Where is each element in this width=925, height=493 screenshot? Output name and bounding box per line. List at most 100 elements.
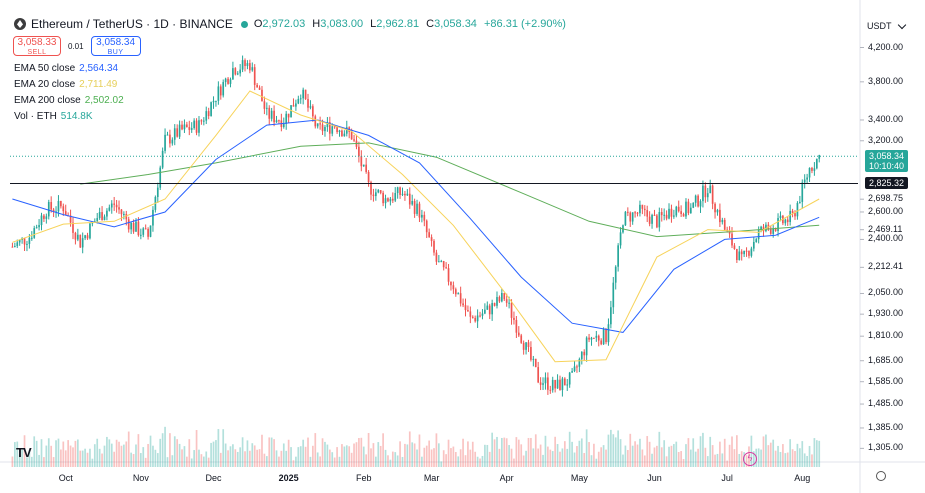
candle (675, 206, 678, 216)
volume-bar (382, 433, 384, 467)
candle (648, 216, 651, 224)
volume-bar (646, 436, 649, 467)
candle (561, 378, 564, 391)
candle (38, 225, 40, 228)
volume-bar (113, 451, 116, 467)
tradingview-logo-icon[interactable]: TV (16, 445, 32, 460)
volume-bar (96, 438, 99, 467)
candle (605, 329, 607, 343)
legend-ema200[interactable]: EMA 200 close 2,502.02 (14, 95, 124, 106)
candle (217, 86, 220, 101)
candle (115, 204, 118, 208)
volume-bar (365, 454, 368, 467)
volume-bar (757, 448, 760, 467)
candle (459, 293, 462, 304)
volume-bar (517, 439, 520, 467)
candle (404, 193, 406, 196)
y-tick-label: 2,050.00 (868, 287, 904, 298)
volume-bar (440, 461, 443, 467)
x-tick-label: May (570, 473, 588, 483)
volume-bar (765, 434, 767, 467)
volume-bar (166, 457, 169, 467)
candle (125, 213, 128, 220)
volume-bar (183, 446, 186, 467)
candle (236, 73, 239, 75)
candle (437, 261, 440, 263)
volume-bar (324, 441, 326, 467)
candle (387, 198, 389, 202)
candle (719, 209, 721, 223)
volume-bar (610, 429, 612, 467)
candle (212, 100, 215, 103)
volume-bar (643, 455, 646, 467)
volume-bar (52, 457, 55, 467)
flash-icon[interactable]: ϟ (743, 452, 757, 466)
x-tick-label: Mar (423, 473, 440, 483)
candle (309, 106, 312, 108)
volume-bar (62, 441, 65, 467)
candle (818, 155, 821, 159)
volume-bar (450, 448, 452, 467)
legend-volume[interactable]: Vol · ETH 514.8K (14, 111, 93, 122)
x-tick-label: Nov (132, 473, 149, 483)
volume-bar (738, 453, 741, 467)
volume-bar (801, 441, 804, 467)
candle (493, 303, 496, 306)
candle (229, 79, 232, 84)
candle (435, 252, 438, 262)
volume-bar (190, 458, 193, 467)
volume-bar (486, 444, 489, 467)
legend-ema20[interactable]: EMA 20 close 2,711.49 (14, 79, 118, 90)
volume-bar (391, 451, 394, 467)
chevron-down-icon (897, 20, 907, 29)
candle (447, 268, 450, 282)
candle (244, 60, 246, 67)
candle (84, 235, 86, 239)
candle (673, 215, 675, 217)
sell-button[interactable]: 3,058.33 SELL (13, 36, 61, 56)
volume-bar (636, 444, 639, 467)
volume-bar (416, 449, 418, 467)
volume-bar (585, 429, 588, 467)
candle (202, 120, 205, 122)
candle (292, 105, 295, 107)
volume-bar (629, 433, 632, 467)
volume-bar (55, 440, 57, 467)
volume-bar (663, 440, 666, 467)
candle (610, 307, 612, 325)
candle (469, 311, 472, 317)
candle (171, 139, 174, 144)
volume-bar (544, 435, 547, 467)
volume-bar (537, 448, 540, 467)
candle (433, 240, 435, 253)
ethereum-logo-icon (14, 18, 26, 30)
symbol-title[interactable]: Ethereum / TetherUS · 1D · BINANCE (31, 17, 233, 31)
volume-bar (731, 436, 733, 467)
volume-bar (467, 441, 469, 467)
volume-bar (348, 446, 351, 467)
candle (740, 251, 743, 255)
candle (634, 212, 636, 214)
volume-bar (760, 449, 762, 467)
buy-button[interactable]: 3,058.34 BUY (90, 36, 141, 56)
settings-gear-icon[interactable] (876, 471, 886, 481)
volume-bar (280, 450, 283, 467)
volume-bar (639, 438, 641, 467)
volume-bar (43, 457, 45, 467)
y-tick-label: 2,212.41 (868, 261, 904, 272)
candle (714, 203, 716, 213)
currency-selector[interactable]: USDT (863, 17, 909, 35)
candle (779, 215, 782, 219)
candle (89, 223, 91, 239)
volume-bar (740, 451, 743, 467)
volume-bar (120, 445, 123, 467)
volume-bar (258, 449, 261, 467)
legend-ema50[interactable]: EMA 50 close 2,564.34 (14, 63, 119, 74)
volume-bar (496, 436, 498, 467)
candle (418, 203, 421, 218)
candle (406, 193, 409, 196)
candle (227, 78, 229, 84)
x-tick-label: Oct (58, 473, 73, 483)
candle (791, 210, 794, 214)
